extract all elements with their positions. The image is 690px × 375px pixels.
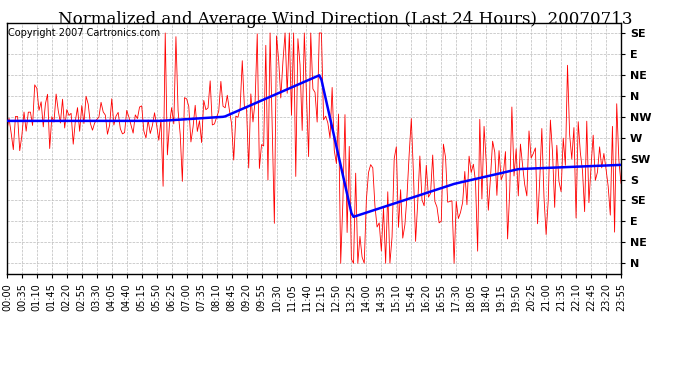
Text: Copyright 2007 Cartronics.com: Copyright 2007 Cartronics.com bbox=[8, 27, 160, 38]
Text: Normalized and Average Wind Direction (Last 24 Hours)  20070713: Normalized and Average Wind Direction (L… bbox=[58, 11, 632, 28]
